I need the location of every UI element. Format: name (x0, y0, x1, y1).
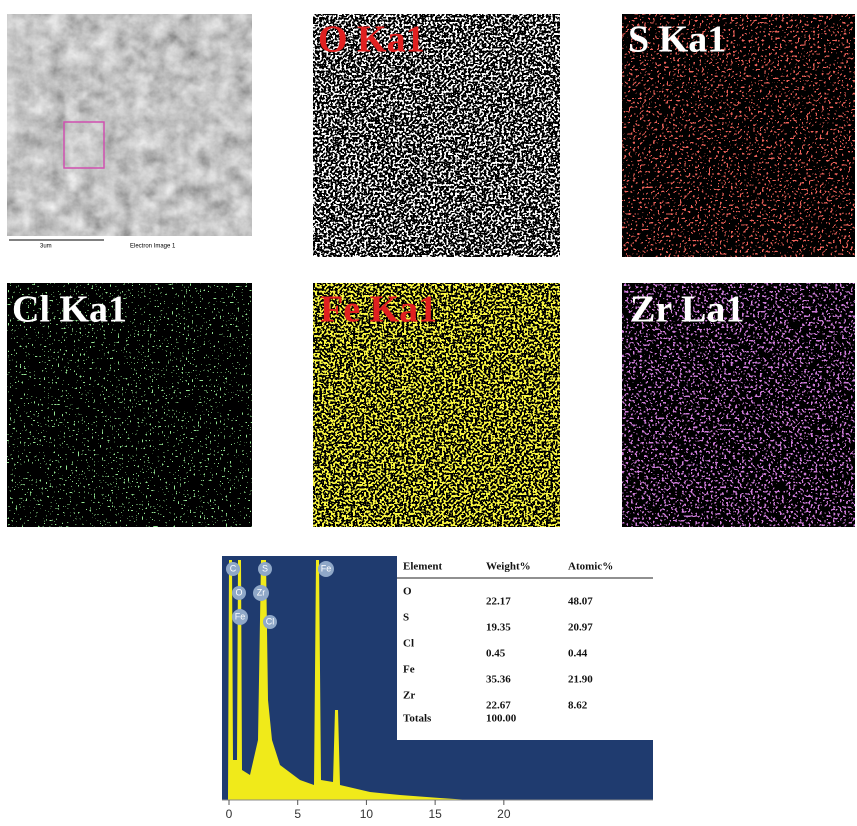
sem-texture (7, 14, 252, 236)
table-cell: 48.07 (568, 596, 593, 608)
table-cell: 35.36 (486, 674, 511, 686)
figure-svg: 3um Electron Image 1 O Ka1 S Ka1 Cl Ka1 … (0, 0, 857, 826)
table-cell: 8.62 (568, 700, 588, 712)
x-tick-label: 15 (428, 807, 442, 821)
table-cell: 100.00 (486, 713, 517, 725)
scale-label: 3um (40, 244, 52, 250)
table-element: Fe (403, 664, 415, 676)
x-tick-label: 0 (226, 807, 233, 821)
peak-label: S (262, 563, 268, 573)
peak-label: Fe (235, 611, 246, 621)
map-label: Zr La1 (630, 289, 744, 331)
table-cell: 0.44 (568, 648, 588, 660)
table-cell: 0.45 (486, 648, 506, 660)
x-tick-label: 5 (294, 807, 301, 821)
table-cell: 19.35 (486, 622, 511, 634)
map-label: Fe Ka1 (320, 289, 437, 331)
x-tick-label: 10 (360, 807, 374, 821)
table-header: Element (403, 561, 442, 573)
map-label: Cl Ka1 (12, 289, 127, 331)
map-label: S Ka1 (628, 19, 726, 61)
peak-label: Fe (321, 563, 332, 573)
table-cell: 22.67 (486, 700, 511, 712)
results-table: Element Weight% Atomic% O 22.17 48.07 S 19.35 20… (397, 556, 653, 740)
table-element: S (403, 612, 409, 624)
table-element: O (403, 586, 412, 598)
table-element: Cl (403, 638, 414, 650)
peak-label: C (230, 563, 237, 573)
x-tick-label: 20 (497, 807, 511, 821)
table-element: Totals (403, 713, 432, 725)
table-cell: 22.17 (486, 596, 511, 608)
map-label: O Ka1 (318, 19, 425, 61)
peak-label: Cl (266, 616, 275, 626)
peak-label: O (235, 587, 242, 597)
table-header: Atomic% (568, 561, 613, 573)
table-element: Zr (403, 690, 415, 702)
table-header: Weight% (486, 561, 531, 573)
x-ticks: 0 5 10 15 20 (226, 800, 511, 821)
figure: 3um Electron Image 1 O Ka1 S Ka1 Cl Ka1 … (0, 0, 857, 826)
peak-label: Zr (257, 587, 266, 597)
table-cell: 20.97 (568, 622, 593, 634)
table-cell: 21.90 (568, 674, 593, 686)
image-caption: Electron Image 1 (130, 244, 176, 250)
table-bg (397, 556, 653, 740)
